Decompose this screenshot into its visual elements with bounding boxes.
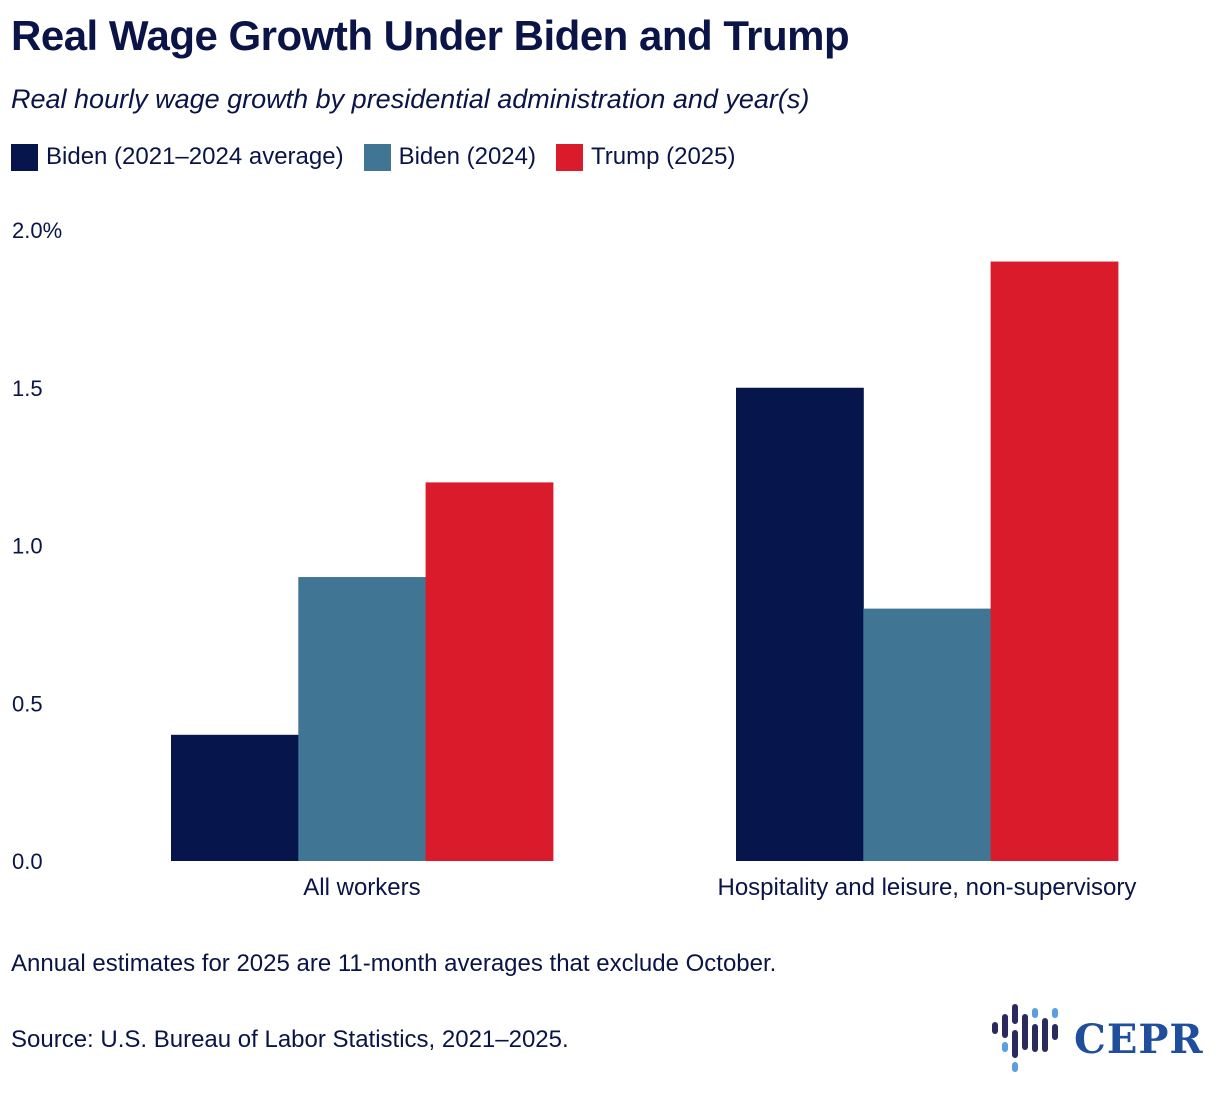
- legend: Biden (2021–2024 average) Biden (2024) T…: [11, 143, 756, 171]
- y-tick-label: 0.0: [12, 849, 43, 874]
- bar: [298, 577, 427, 861]
- bar: [171, 734, 299, 861]
- legend-item-trump-2025: Trump (2025): [556, 143, 736, 171]
- cepr-logo-text: CEPR: [1074, 1016, 1204, 1063]
- legend-label: Trump (2025): [591, 143, 736, 170]
- chart-note: Annual estimates for 2025 are 11-month a…: [11, 950, 777, 977]
- y-tick-label: 1.5: [12, 376, 43, 401]
- legend-label: Biden (2024): [398, 143, 536, 170]
- chart-source: Source: U.S. Bureau of Labor Statistics,…: [11, 1026, 569, 1053]
- legend-item-biden-average: Biden (2021–2024 average): [11, 143, 344, 171]
- chart-subtitle: Real hourly wage growth by presidential …: [11, 84, 810, 114]
- legend-item-biden-2024: Biden (2024): [363, 143, 536, 171]
- cepr-logo: CEPR: [988, 1000, 1203, 1080]
- cepr-logo-mark-icon: [992, 1004, 1058, 1072]
- bar: [425, 482, 554, 861]
- legend-label: Biden (2021–2024 average): [46, 143, 344, 170]
- x-category-label: All workers: [303, 874, 420, 901]
- legend-swatch: [556, 143, 583, 171]
- bar: [736, 387, 864, 861]
- bar-chart: 0.0 0.5 1.0 1.5 2.0% All workers Hospitality a…: [12, 218, 1137, 901]
- bar: [990, 261, 1119, 861]
- chart-title: Real Wage Growth Under Biden and Trump: [11, 12, 850, 59]
- legend-swatch: [11, 143, 38, 171]
- legend-swatch: [363, 143, 391, 171]
- x-category-label: Hospitality and leisure, non-supervisory: [718, 874, 1137, 901]
- y-tick-label: 1.0: [12, 534, 43, 559]
- bar: [863, 608, 992, 861]
- y-tick-label: 0.5: [12, 691, 43, 716]
- y-tick-label: 2.0%: [12, 218, 62, 243]
